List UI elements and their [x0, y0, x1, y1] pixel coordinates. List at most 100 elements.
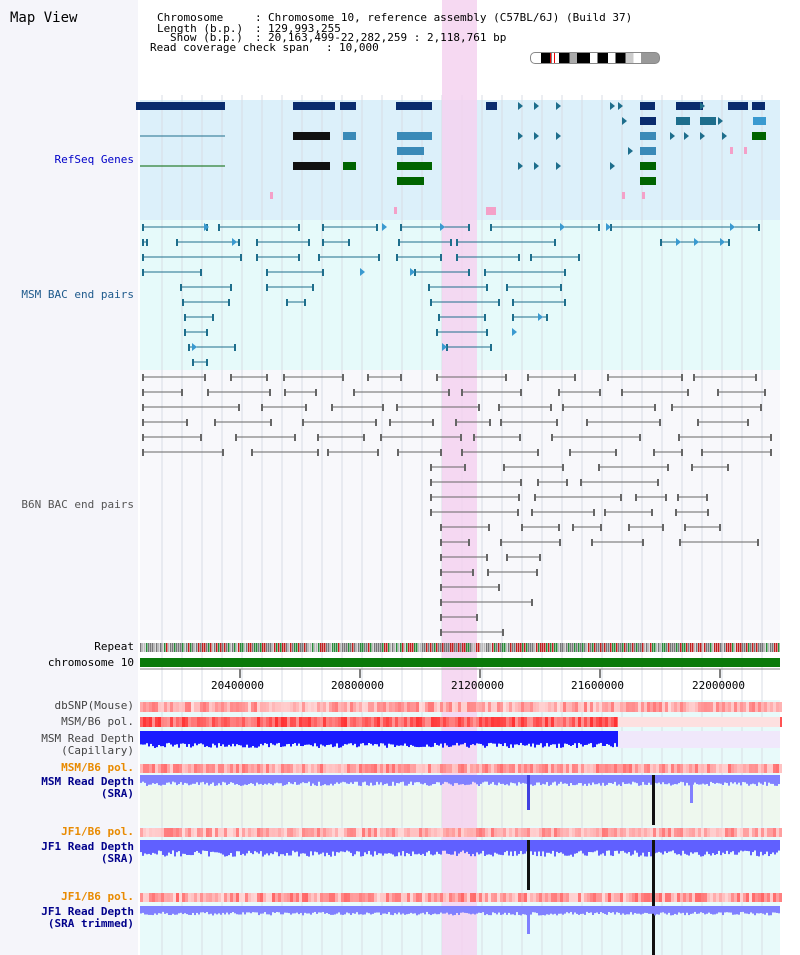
read-depth-bar	[550, 731, 552, 745]
track-label-b6n-bac[interactable]: B6N BAC end pairs	[21, 498, 134, 511]
repeat-element	[590, 643, 592, 652]
read-depth-bar	[248, 775, 250, 784]
track-label-jf1-b6-pol[interactable]: JF1/B6 pol.	[61, 825, 134, 838]
read-depth-bar	[474, 731, 476, 746]
polymorphism-cell	[662, 893, 665, 902]
read-depth-bar	[588, 906, 590, 913]
polymorphism-cell	[542, 828, 545, 837]
read-depth-bar	[346, 840, 348, 851]
read-depth-bar	[608, 731, 610, 745]
read-depth-bar	[478, 906, 480, 913]
read-depth-bar	[634, 906, 636, 914]
track-label-jf1-depth-trimmed[interactable]: JF1 Read Depth	[41, 905, 134, 918]
read-depth-bar	[436, 731, 438, 745]
read-depth-bar	[398, 731, 400, 746]
polymorphism-cell	[590, 717, 593, 727]
read-depth-bar	[296, 731, 298, 746]
bac-end	[578, 254, 580, 261]
read-depth-bar	[330, 906, 332, 915]
read-depth-bar	[762, 840, 764, 856]
read-depth-bar	[706, 840, 708, 852]
read-depth-bar	[352, 906, 354, 914]
read-depth-bar	[622, 775, 624, 783]
polymorphism-cell	[632, 828, 635, 837]
polymorphism-cell	[215, 893, 218, 902]
gene-block	[640, 132, 656, 140]
read-depth-bar	[650, 840, 652, 857]
read-depth-bar	[472, 906, 474, 914]
read-depth-bar	[178, 906, 180, 914]
polymorphism-cell	[164, 717, 167, 727]
read-depth-bar	[202, 775, 204, 782]
read-depth-bar	[494, 775, 496, 785]
polymorphism-cell	[419, 828, 422, 837]
track-label-msm-depth-sra[interactable]: MSM Read Depth	[41, 775, 134, 788]
read-depth-bar	[360, 840, 362, 857]
bac-end	[212, 314, 214, 321]
polymorphism-cell	[500, 893, 503, 902]
track-label-repeat[interactable]: Repeat	[94, 640, 134, 653]
polymorphism-cell	[608, 717, 611, 727]
read-depth-bar	[310, 906, 312, 915]
read-depth-bar	[354, 840, 356, 855]
read-depth-bar	[704, 906, 706, 915]
read-depth-bar	[220, 731, 222, 747]
track-label-dbsnp[interactable]: dbSNP(Mouse)	[54, 699, 134, 712]
track-label-msm-b6-pol-sra[interactable]: MSM/B6 pol.	[61, 761, 134, 774]
repeat-element	[430, 643, 432, 652]
track-label-msm-depth-capillary[interactable]: MSM Read Depth	[41, 732, 134, 745]
bac-end	[593, 509, 595, 516]
bac-end	[600, 524, 602, 531]
read-depth-bar	[220, 775, 222, 786]
read-depth-bar	[614, 906, 616, 915]
gene-arrow	[518, 162, 523, 170]
read-depth-bar	[506, 906, 508, 915]
polymorphism-cell	[506, 702, 509, 712]
repeat-element	[282, 643, 284, 652]
read-depth-bar	[228, 906, 230, 915]
repeat-element	[438, 643, 440, 652]
read-depth-bar	[456, 840, 458, 856]
track-label-msm-bac[interactable]: MSM BAC end pairs	[21, 288, 134, 301]
repeat-element	[168, 643, 170, 652]
read-depth-bar	[520, 775, 522, 784]
gene-fragment	[394, 207, 397, 214]
track-label-refseq[interactable]: RefSeq Genes	[54, 153, 134, 166]
gene-arrow	[618, 102, 623, 110]
read-depth-bar	[338, 840, 340, 853]
polymorphism-cell	[662, 828, 665, 837]
track-label-jf1-depth-sra[interactable]: JF1 Read Depth	[41, 840, 134, 853]
bac-end	[432, 419, 434, 426]
bac-end	[660, 239, 662, 246]
track-label-msm-b6-pol[interactable]: MSM/B6 pol.	[61, 715, 134, 728]
read-depth-bar	[450, 840, 452, 855]
read-depth-bar	[190, 840, 192, 856]
read-depth-bar	[642, 906, 644, 914]
polymorphism-cell	[152, 702, 155, 712]
polymorphism-cell	[593, 893, 596, 902]
polymorphism-cell	[656, 764, 659, 773]
repeat-element	[764, 643, 766, 652]
polymorphism-cell	[749, 702, 752, 712]
polymorphism-cell	[764, 893, 767, 902]
read-depth-bar	[562, 731, 564, 748]
polymorphism-cell	[299, 828, 302, 837]
track-label-jf1-b6-pol-2[interactable]: JF1/B6 pol.	[61, 890, 134, 903]
read-depth-bar	[736, 906, 738, 915]
bac-end	[317, 449, 319, 456]
polymorphism-cell	[635, 702, 638, 712]
polymorphism-cell	[506, 764, 509, 773]
repeat-element	[650, 643, 652, 652]
read-depth-bar	[576, 840, 578, 854]
read-depth-bar	[670, 775, 672, 786]
read-depth-bar	[624, 775, 626, 785]
read-depth-bar	[360, 731, 362, 744]
polymorphism-cell	[236, 717, 239, 727]
chromosome-ideogram[interactable]	[530, 52, 660, 64]
polymorphism-cell	[638, 828, 641, 837]
polymorphism-cell	[590, 702, 593, 712]
read-depth-bar	[336, 906, 338, 914]
read-depth-bar	[638, 840, 640, 857]
repeat-element	[256, 643, 258, 652]
